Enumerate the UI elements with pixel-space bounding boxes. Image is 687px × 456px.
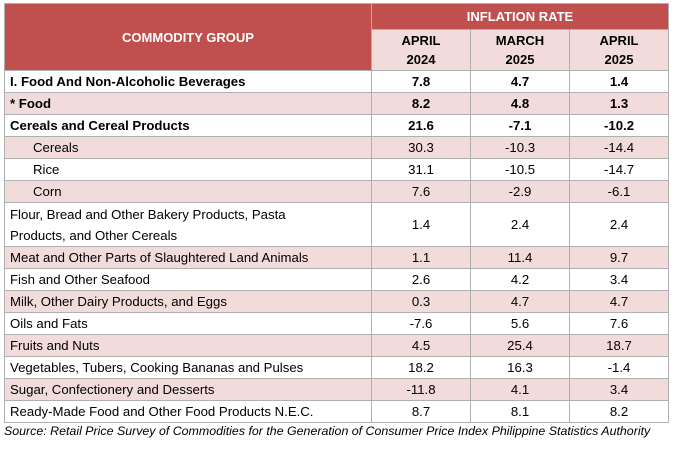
column-month: MARCH [495, 33, 545, 48]
value-march-2025: 4.8 [470, 92, 570, 115]
value-march-2025: 25.4 [470, 334, 570, 357]
column-header-march-2025: MARCH 2025 [470, 29, 570, 71]
value-march-2025: 8.1 [470, 400, 570, 423]
value-march-2025: 5.6 [470, 312, 570, 335]
row-label-line: Flour, Bread and Other Bakery Products, … [10, 206, 286, 222]
row-label: Milk, Other Dairy Products, and Eggs [4, 290, 372, 313]
table-row: Sugar, Confectionery and Desserts -11.8 … [4, 378, 670, 401]
row-label: Fish and Other Seafood [4, 268, 372, 291]
column-header-april-2025: APRIL 2025 [568, 29, 670, 71]
value-april-2024: 8.7 [371, 400, 471, 423]
value-march-2025: 4.2 [470, 268, 570, 291]
value-april-2025: -1.4 [568, 356, 670, 379]
value-april-2025: 2.4 [568, 202, 670, 247]
table-row: * Food 8.2 4.8 1.3 [4, 92, 670, 115]
table-row: Fruits and Nuts 4.5 25.4 18.7 [4, 334, 670, 357]
value-april-2024: 30.3 [371, 136, 471, 159]
value-april-2024: 2.6 [371, 268, 471, 291]
value-march-2025: 11.4 [470, 246, 570, 269]
value-march-2025: 2.4 [470, 202, 570, 247]
value-april-2024: 7.8 [371, 70, 471, 93]
value-april-2024: 4.5 [371, 334, 471, 357]
row-label: I. Food And Non-Alcoholic Beverages [4, 70, 372, 93]
row-label: Vegetables, Tubers, Cooking Bananas and … [4, 356, 372, 379]
table-row: Vegetables, Tubers, Cooking Bananas and … [4, 356, 670, 379]
column-header-april-2024: APRIL 2024 [371, 29, 471, 71]
commodity-group-header: COMMODITY GROUP [4, 3, 372, 71]
inflation-table: COMMODITY GROUP INFLATION RATE APRIL 202… [4, 3, 670, 423]
table-row: I. Food And Non-Alcoholic Beverages 7.8 … [4, 70, 670, 93]
value-april-2025: -6.1 [568, 180, 670, 203]
table-row: Ready-Made Food and Other Food Products … [4, 400, 670, 423]
column-year: 2024 [406, 52, 436, 67]
value-april-2025: 1.3 [568, 92, 670, 115]
row-label: Fruits and Nuts [4, 334, 372, 357]
value-april-2025: 7.6 [568, 312, 670, 335]
table-row: Cereals 30.3 -10.3 -14.4 [4, 136, 670, 159]
value-march-2025: -2.9 [470, 180, 570, 203]
value-april-2024: -11.8 [371, 378, 471, 401]
column-month: APRIL [401, 33, 441, 48]
value-april-2025: 1.4 [568, 70, 670, 93]
value-april-2024: 18.2 [371, 356, 471, 379]
table-row: Oils and Fats -7.6 5.6 7.6 [4, 312, 670, 335]
row-label: Ready-Made Food and Other Food Products … [4, 400, 372, 423]
row-label: Rice [4, 158, 372, 181]
value-march-2025: 4.7 [470, 70, 570, 93]
value-april-2024: 1.1 [371, 246, 471, 269]
value-april-2025: 18.7 [568, 334, 670, 357]
value-april-2024: 8.2 [371, 92, 471, 115]
value-march-2025: -10.3 [470, 136, 570, 159]
row-label: * Food [4, 92, 372, 115]
value-april-2025: 4.7 [568, 290, 670, 313]
table-row: Flour, Bread and Other Bakery Products, … [4, 202, 670, 247]
inflation-rate-header: INFLATION RATE [370, 3, 670, 30]
value-april-2025: 9.7 [568, 246, 670, 269]
value-april-2024: 0.3 [371, 290, 471, 313]
table-row: Fish and Other Seafood 2.6 4.2 3.4 [4, 268, 670, 291]
value-april-2025: 8.2 [568, 400, 670, 423]
row-label: Cereals [4, 136, 372, 159]
table-row: Corn 7.6 -2.9 -6.1 [4, 180, 670, 203]
row-label: Cereals and Cereal Products [4, 114, 372, 137]
row-label-line: Products, and Other Cereals [10, 227, 178, 243]
table-row: Rice 31.1 -10.5 -14.7 [4, 158, 670, 181]
value-april-2025: -14.4 [568, 136, 670, 159]
value-april-2025: 3.4 [568, 268, 670, 291]
value-april-2024: 31.1 [371, 158, 471, 181]
column-year: 2025 [604, 52, 634, 67]
column-year: 2025 [505, 52, 535, 67]
row-label: Sugar, Confectionery and Desserts [4, 378, 372, 401]
value-march-2025: -10.5 [470, 158, 570, 181]
value-april-2024: 1.4 [371, 202, 471, 247]
value-april-2024: 7.6 [371, 180, 471, 203]
value-april-2024: -7.6 [371, 312, 471, 335]
table-row: Cereals and Cereal Products 21.6 -7.1 -1… [4, 114, 670, 137]
row-label: Flour, Bread and Other Bakery Products, … [4, 202, 372, 247]
row-label: Oils and Fats [4, 312, 372, 335]
value-march-2025: 16.3 [470, 356, 570, 379]
table-row: Milk, Other Dairy Products, and Eggs 0.3… [4, 290, 670, 313]
value-april-2025: -14.7 [568, 158, 670, 181]
value-april-2024: 21.6 [371, 114, 471, 137]
row-label: Corn [4, 180, 372, 203]
value-march-2025: 4.1 [470, 378, 570, 401]
value-march-2025: -7.1 [470, 114, 570, 137]
row-label: Meat and Other Parts of Slaughtered Land… [4, 246, 372, 269]
source-note: Source: Retail Price Survey of Commoditi… [4, 424, 651, 438]
column-month: APRIL [599, 33, 639, 48]
value-april-2025: 3.4 [568, 378, 670, 401]
value-april-2025: -10.2 [568, 114, 670, 137]
value-march-2025: 4.7 [470, 290, 570, 313]
table-row: Meat and Other Parts of Slaughtered Land… [4, 246, 670, 269]
